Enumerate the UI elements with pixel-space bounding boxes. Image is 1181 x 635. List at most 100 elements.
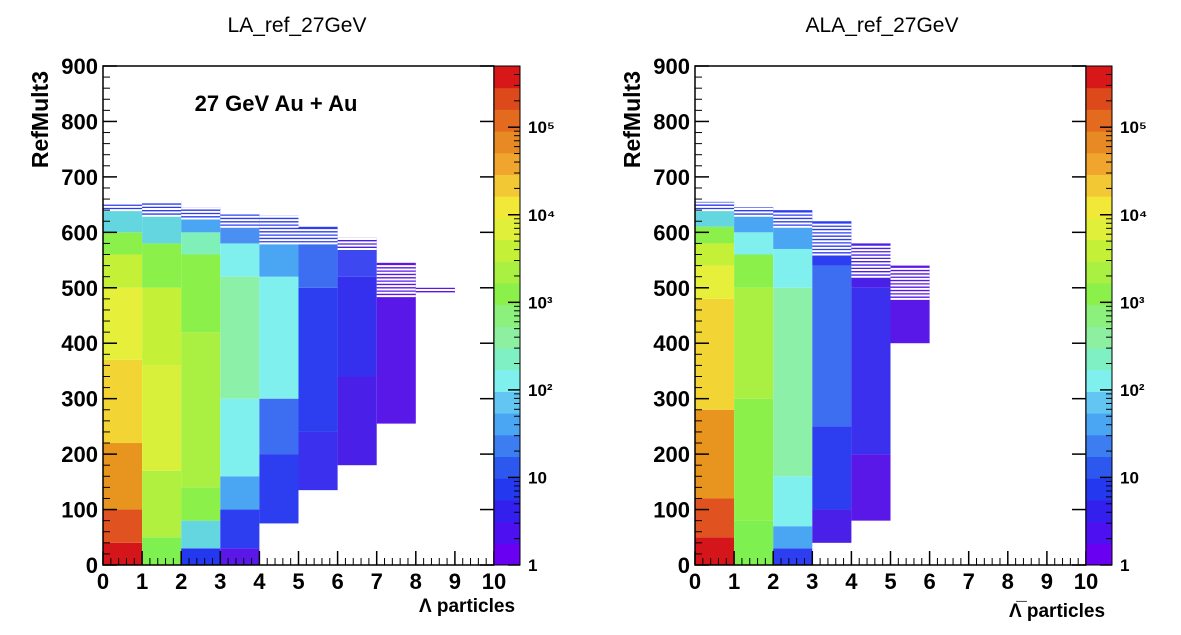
color-bar-segment xyxy=(494,478,520,501)
heatmap-bin-1-seg-2 xyxy=(142,365,182,471)
x-tick-label: 7 xyxy=(963,569,975,594)
color-bar-segment xyxy=(1086,174,1112,197)
chart-title: ALA_ref_27GeV xyxy=(806,14,959,37)
heatmap-bin-4-seg-3 xyxy=(259,243,299,277)
color-bar-segment xyxy=(494,391,520,414)
color-bar-segment xyxy=(1086,282,1112,306)
chart-annotation: 27 GeV Au + Au xyxy=(195,91,358,116)
y-tick-label: 700 xyxy=(653,165,690,190)
heatmap-bin-2-seg-4 xyxy=(773,248,813,288)
z-tick-label: 10 xyxy=(528,468,547,487)
color-bar-segment xyxy=(494,109,520,132)
heatmap-bin-3-seg-2 xyxy=(812,315,852,427)
x-tick-label: 2 xyxy=(767,569,779,594)
heatmap-bin-1-seg-2 xyxy=(734,287,774,399)
heatmap-bin-1-seg-5 xyxy=(142,215,182,244)
heatmap-bin-2-seg-1 xyxy=(181,520,221,549)
y-tick-label: 500 xyxy=(653,276,690,301)
y-tick-label: 200 xyxy=(61,442,98,467)
color-bar-segment xyxy=(494,196,520,219)
z-tick-label: 10² xyxy=(1120,381,1145,400)
color-bar-segment xyxy=(494,239,520,262)
color-bar-segment xyxy=(1086,521,1112,544)
x-tick-label: 3 xyxy=(214,569,226,594)
x-tick-label: 8 xyxy=(1002,569,1014,594)
y-tick-label: 400 xyxy=(653,331,690,356)
color-bar-segment xyxy=(494,87,520,110)
color-bar-segment xyxy=(494,217,520,241)
x-tick-label: 0 xyxy=(689,569,701,594)
heatmap-bin-3-seg-0 xyxy=(812,509,852,543)
x-tick-label: 9 xyxy=(449,569,461,594)
color-bar-segment xyxy=(1086,478,1112,501)
color-bar-segment xyxy=(494,499,520,523)
color-bar-segment xyxy=(494,152,520,175)
color-bar-segment xyxy=(1086,369,1112,392)
heatmap-bin-1-seg-5 xyxy=(734,215,774,233)
x-tick-label: 5 xyxy=(292,569,304,594)
heatmap-bin-2-seg-4 xyxy=(181,254,221,333)
color-bar-segment xyxy=(494,521,520,544)
heatmap-bin-2-seg-2 xyxy=(181,487,221,521)
x-tick-label: 8 xyxy=(410,569,422,594)
y-tick-label: 900 xyxy=(61,54,98,79)
heatmap-bin-0-seg-7 xyxy=(695,210,735,227)
heatmap-bin-2-seg-7 xyxy=(181,207,221,219)
y-tick-label: 300 xyxy=(61,387,98,412)
x-tick-label: 0 xyxy=(97,569,109,594)
heatmap-bin-2-seg-1 xyxy=(773,526,813,549)
color-bar-segment xyxy=(1086,304,1112,327)
x-tick-label: 5 xyxy=(884,569,896,594)
y-tick-label: 700 xyxy=(61,165,98,190)
color-bar-segment xyxy=(494,543,520,566)
heatmap-bin-1-seg-0 xyxy=(734,520,774,565)
y-tick-label: 200 xyxy=(653,442,690,467)
heatmap-bin-6-seg-2 xyxy=(337,248,377,277)
heatmap-bin-0-seg-6 xyxy=(695,226,735,244)
heatmap-bin-4-seg-1 xyxy=(259,398,299,455)
y-tick-label: 0 xyxy=(678,553,690,578)
heatmap-bin-0-seg-1 xyxy=(695,498,735,538)
color-bar-segment xyxy=(1086,66,1112,89)
z-tick-label: 10² xyxy=(528,381,553,400)
x-tick-label: 1 xyxy=(136,569,148,594)
color-bar-segment xyxy=(1086,434,1112,458)
z-tick-label: 10³ xyxy=(1120,293,1145,312)
x-tick-label: 4 xyxy=(845,569,858,594)
x-tick-label: 4 xyxy=(253,569,266,594)
heatmap-bin-2-seg-0 xyxy=(773,548,813,565)
y-tick-label: 0 xyxy=(86,553,98,578)
y-tick-label: 600 xyxy=(653,220,690,245)
color-bar-segment xyxy=(1086,239,1112,262)
heatmap-bin-0-seg-0 xyxy=(103,542,143,565)
heatmap-bin-3-seg-1 xyxy=(220,509,260,549)
heatmap-bin-5-seg-1 xyxy=(298,287,338,432)
color-bar-segment xyxy=(1086,87,1112,110)
heatmap-bin-5-seg-0 xyxy=(890,265,930,344)
heatmap-bin-6-seg-3 xyxy=(337,237,377,249)
heatmap-bin-2-seg-3 xyxy=(181,332,221,488)
y-axis-label: RefMult3 xyxy=(619,71,645,168)
color-bar-segment xyxy=(1086,413,1112,436)
x-tick-label: 3 xyxy=(806,569,818,594)
y-tick-label: 300 xyxy=(653,387,690,412)
color-bar-segment xyxy=(494,282,520,306)
heatmap-bin-4-seg-0 xyxy=(851,454,891,521)
x-tick-label: 9 xyxy=(1041,569,1053,594)
heatmap-bin-2-seg-2 xyxy=(773,476,813,527)
heatmap-bin-2-seg-5 xyxy=(181,232,221,255)
heatmap-bin-3-seg-0 xyxy=(220,548,260,565)
x-tick-label: 6 xyxy=(331,569,343,594)
color-bar-segment xyxy=(1086,261,1112,284)
x-tick-label: 6 xyxy=(923,569,935,594)
y-axis-label: RefMult3 xyxy=(27,71,53,168)
heatmap-bin-1-seg-1 xyxy=(142,470,182,538)
y-tick-label: 400 xyxy=(61,331,98,356)
color-bar-segment xyxy=(1086,326,1112,349)
y-tick-label: 800 xyxy=(61,109,98,134)
heatmap-bin-1-seg-4 xyxy=(142,243,182,288)
heatmap-bin-1-seg-3 xyxy=(142,287,182,366)
x-tick-label: 10 xyxy=(1074,569,1098,594)
heatmap-bin-0-seg-5 xyxy=(103,254,143,288)
